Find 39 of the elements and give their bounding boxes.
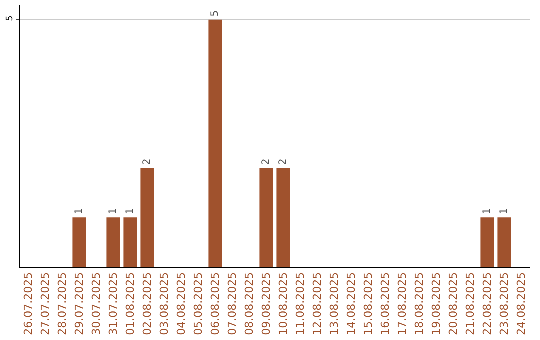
x-tick-label: 04.08.2025 <box>175 272 188 336</box>
x-tick-label: 29.07.2025 <box>73 272 86 336</box>
data-label: 2 <box>278 158 289 166</box>
x-tick-label: 23.08.2025 <box>498 272 512 336</box>
x-tick-label: 26.07.2025 <box>22 272 36 336</box>
data-label: 2 <box>261 158 272 166</box>
x-tick-label: 21.08.2025 <box>464 272 478 336</box>
data-label: 1 <box>499 208 510 215</box>
x-tick-label: 20.08.2025 <box>447 272 460 336</box>
x-tick-label: 28.07.2025 <box>56 272 70 336</box>
x-tick-label: 24.08.2025 <box>515 272 528 336</box>
x-tick-label: 13.08.2025 <box>328 272 342 336</box>
x-tick-label: 31.07.2025 <box>107 272 120 336</box>
data-label: 1 <box>482 208 493 215</box>
x-tick-label: 09.08.2025 <box>260 272 274 336</box>
x-tick-label: 07.08.2025 <box>226 272 240 336</box>
data-label: 1 <box>108 208 119 215</box>
x-tick-label: 01.08.2025 <box>124 272 138 336</box>
x-tick-label: 10.08.2025 <box>277 272 290 336</box>
data-label: 1 <box>74 208 85 215</box>
x-tick-label: 03.08.2025 <box>158 272 172 336</box>
x-tick-label: 18.08.2025 <box>413 272 426 336</box>
data-label: 2 <box>142 158 153 166</box>
x-tick-label: 11.08.2025 <box>294 272 308 336</box>
data-label: 5 <box>210 10 221 17</box>
x-tick-label: 22.08.2025 <box>481 272 494 336</box>
x-tick-label: 06.08.2025 <box>209 272 222 336</box>
x-tick-label: 15.08.2025 <box>362 272 376 336</box>
x-tick-label: 17.08.2025 <box>396 272 410 336</box>
x-tick-label: 02.08.2025 <box>141 272 154 336</box>
x-tick-label: 05.08.2025 <box>192 272 206 336</box>
data-label: 1 <box>125 208 136 215</box>
x-tick-label: 27.07.2025 <box>39 272 52 336</box>
x-tick-label: 08.08.2025 <box>243 272 256 336</box>
x-tick-label: 16.08.2025 <box>379 272 392 336</box>
x-tick-label: 30.07.2025 <box>90 272 104 336</box>
x-tick-label: 12.08.2025 <box>311 272 324 336</box>
x-tick-label: 19.08.2025 <box>430 272 444 336</box>
x-tick-label: 14.08.2025 <box>345 272 358 336</box>
